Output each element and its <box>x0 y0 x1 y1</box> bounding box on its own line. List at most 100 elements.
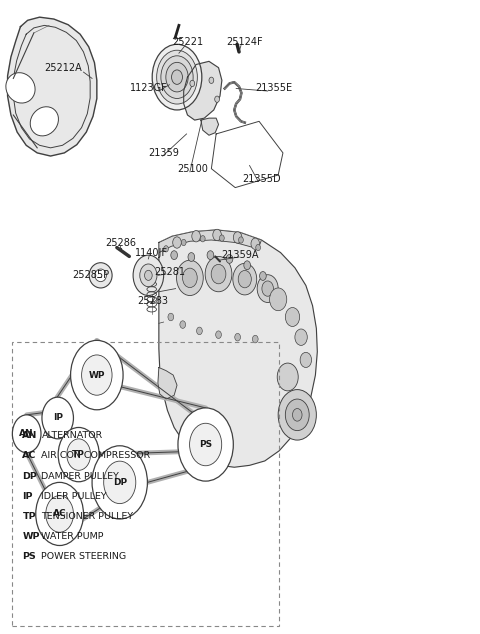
Circle shape <box>177 260 203 295</box>
Text: TENSIONER PULLEY: TENSIONER PULLEY <box>41 512 133 521</box>
Text: 25285P: 25285P <box>72 270 109 280</box>
Text: 1123GF: 1123GF <box>131 84 168 93</box>
Text: PS: PS <box>199 440 212 449</box>
Text: DAMPER PULLEY: DAMPER PULLEY <box>41 472 120 481</box>
Text: 25100: 25100 <box>177 164 208 174</box>
Text: 25124F: 25124F <box>227 37 263 47</box>
Circle shape <box>192 231 200 242</box>
Circle shape <box>42 397 73 439</box>
Circle shape <box>215 96 219 102</box>
Bar <box>12 342 279 626</box>
Circle shape <box>233 232 242 243</box>
Circle shape <box>216 331 221 339</box>
Circle shape <box>12 415 41 453</box>
Text: AN: AN <box>23 431 38 440</box>
Circle shape <box>260 271 266 280</box>
Text: IDLER PULLEY: IDLER PULLEY <box>41 492 107 501</box>
Circle shape <box>104 461 136 503</box>
Text: 25212A: 25212A <box>45 63 82 73</box>
Ellipse shape <box>95 269 107 281</box>
Text: PS: PS <box>23 552 36 561</box>
Circle shape <box>164 245 168 252</box>
Circle shape <box>197 327 202 335</box>
Circle shape <box>270 288 287 311</box>
Circle shape <box>239 237 243 243</box>
Circle shape <box>171 70 182 84</box>
Circle shape <box>71 340 123 410</box>
Circle shape <box>209 77 214 84</box>
Ellipse shape <box>6 73 35 103</box>
Circle shape <box>92 446 147 519</box>
Polygon shape <box>201 118 218 135</box>
Text: 21359: 21359 <box>148 148 179 158</box>
Circle shape <box>257 275 278 302</box>
Ellipse shape <box>30 107 59 136</box>
Circle shape <box>156 50 197 104</box>
Polygon shape <box>184 61 222 120</box>
Circle shape <box>256 245 261 250</box>
Circle shape <box>207 250 214 259</box>
Circle shape <box>181 240 186 245</box>
Ellipse shape <box>89 262 112 288</box>
Circle shape <box>168 313 174 321</box>
Circle shape <box>171 250 178 259</box>
Circle shape <box>36 482 84 545</box>
Circle shape <box>188 252 195 261</box>
Text: IP: IP <box>23 492 33 501</box>
Circle shape <box>238 271 252 288</box>
Text: AIR CON COMPRESSOR: AIR CON COMPRESSOR <box>41 451 151 460</box>
Circle shape <box>190 424 222 466</box>
Text: 1140JF: 1140JF <box>135 248 168 257</box>
Circle shape <box>173 237 181 248</box>
Circle shape <box>277 363 298 391</box>
Circle shape <box>285 307 300 327</box>
Circle shape <box>58 427 99 482</box>
Circle shape <box>244 261 251 269</box>
Text: DP: DP <box>113 478 127 487</box>
Circle shape <box>300 353 312 368</box>
Circle shape <box>200 236 205 242</box>
Circle shape <box>140 264 157 287</box>
Polygon shape <box>159 230 317 467</box>
Circle shape <box>133 255 164 295</box>
Circle shape <box>233 263 257 295</box>
Text: 25221: 25221 <box>172 37 203 47</box>
Circle shape <box>213 230 221 241</box>
Text: DP: DP <box>23 472 37 481</box>
Circle shape <box>67 439 91 470</box>
Text: 21355E: 21355E <box>255 84 292 93</box>
Circle shape <box>285 399 309 430</box>
Circle shape <box>292 408 302 421</box>
Text: AC: AC <box>23 451 37 460</box>
Circle shape <box>211 264 226 284</box>
Circle shape <box>46 496 73 533</box>
Circle shape <box>219 235 224 242</box>
Text: 25281: 25281 <box>154 266 185 276</box>
Circle shape <box>166 62 188 92</box>
Circle shape <box>278 389 316 440</box>
Circle shape <box>178 408 233 481</box>
Text: 21355D: 21355D <box>242 174 281 184</box>
Circle shape <box>251 238 260 249</box>
Text: 25283: 25283 <box>138 296 168 306</box>
Circle shape <box>190 81 195 87</box>
Circle shape <box>180 321 186 328</box>
Circle shape <box>295 329 307 346</box>
Text: POWER STEERING: POWER STEERING <box>41 552 127 561</box>
Text: TP: TP <box>72 450 85 459</box>
Circle shape <box>226 254 233 263</box>
Circle shape <box>152 44 202 110</box>
Circle shape <box>82 355 112 395</box>
Text: WP: WP <box>23 532 40 541</box>
Circle shape <box>252 335 258 343</box>
Circle shape <box>205 256 232 292</box>
Circle shape <box>144 270 152 280</box>
Polygon shape <box>8 17 97 156</box>
Text: TP: TP <box>23 512 36 521</box>
Text: 25286: 25286 <box>105 238 136 247</box>
Circle shape <box>161 56 193 98</box>
Text: WATER PUMP: WATER PUMP <box>41 532 104 541</box>
Text: 21359A: 21359A <box>221 250 259 260</box>
Circle shape <box>182 268 197 288</box>
Polygon shape <box>159 230 262 252</box>
